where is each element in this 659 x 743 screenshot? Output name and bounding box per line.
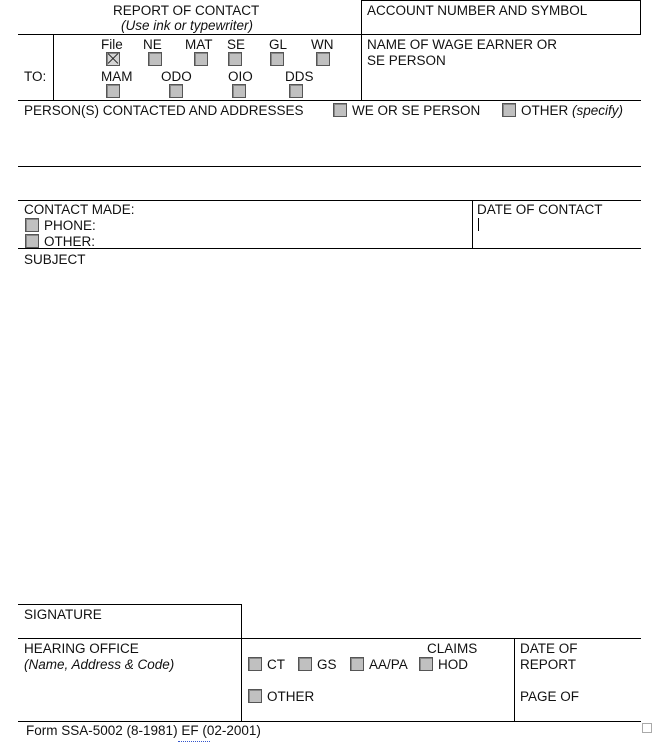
claims-other-label: OTHER: [267, 689, 315, 704]
other-label: OTHER: [521, 103, 569, 118]
rule: [18, 34, 641, 35]
rule: [241, 604, 242, 721]
to-option-label: MAT: [185, 37, 213, 52]
ct-label: CT: [267, 657, 285, 672]
dds-checkbox[interactable]: [289, 84, 303, 98]
paragraph-mark-icon: [642, 723, 652, 733]
rule: [18, 100, 641, 101]
to-option-label: ODO: [161, 69, 192, 84]
specify-hint: (specify): [572, 103, 624, 118]
wage-earner-label-2: SE PERSON: [367, 53, 446, 68]
to-option-label: MAM: [101, 69, 133, 84]
hod-checkbox[interactable]: [419, 657, 433, 671]
persons-contacted-label: PERSON(S) CONTACTED AND ADDRESSES: [24, 103, 304, 118]
wage-earner-label: NAME OF WAGE EARNER OR: [367, 37, 558, 52]
mat-checkbox[interactable]: [194, 52, 208, 66]
text-cursor[interactable]: [478, 218, 479, 231]
to-option-label: DDS: [285, 69, 314, 84]
odo-checkbox[interactable]: [169, 84, 183, 98]
rule: [18, 248, 641, 249]
we-or-se-person-label: WE OR SE PERSON: [352, 103, 481, 118]
form-title: REPORT OF CONTACT: [113, 3, 260, 18]
signature-label: SIGNATURE: [24, 607, 102, 622]
spellcheck-underline: [178, 738, 210, 742]
to-option-label: NE: [143, 37, 162, 52]
rule: [18, 604, 241, 605]
gl-checkbox[interactable]: [270, 52, 284, 66]
aa-pa-checkbox[interactable]: [350, 657, 364, 671]
oio-checkbox[interactable]: [232, 84, 246, 98]
to-label: TO:: [24, 69, 47, 84]
file-checkbox[interactable]: [106, 52, 120, 66]
form-id: Form SSA-5002 (8-1981) EF (02-2001): [26, 723, 261, 738]
contact-made-label: CONTACT MADE:: [24, 202, 135, 217]
we-or-se-person-checkbox[interactable]: [333, 103, 347, 117]
date-of-report-label: DATE OF: [520, 641, 578, 656]
other-specify-label: OTHER (specify): [521, 103, 623, 119]
subject-label: SUBJECT: [24, 252, 86, 267]
rule: [472, 200, 473, 248]
hearing-office-label: HEARING OFFICE: [24, 641, 139, 656]
gs-label: GS: [317, 657, 337, 672]
to-option-label: OIO: [228, 69, 253, 84]
other-contact-checkbox[interactable]: [25, 234, 39, 248]
gs-checkbox[interactable]: [298, 657, 312, 671]
ct-checkbox[interactable]: [248, 657, 262, 671]
wn-checkbox[interactable]: [316, 52, 330, 66]
hod-label: HOD: [438, 657, 468, 672]
other-specify-checkbox[interactable]: [502, 103, 516, 117]
phone-checkbox[interactable]: [25, 218, 39, 232]
rule: [53, 34, 54, 100]
rule: [18, 166, 641, 167]
date-of-report-label-2: REPORT: [520, 657, 577, 672]
rule: [361, 0, 641, 1]
phone-label: PHONE:: [44, 218, 96, 233]
other-contact-label: OTHER:: [44, 234, 96, 249]
rule: [514, 638, 515, 721]
mam-checkbox[interactable]: [106, 84, 120, 98]
date-of-contact-label: DATE OF CONTACT: [477, 202, 603, 217]
rule: [640, 0, 641, 35]
to-option-label: WN: [311, 37, 334, 52]
claims-other-checkbox[interactable]: [248, 689, 262, 703]
ne-checkbox[interactable]: [148, 52, 162, 66]
to-option-label: File: [101, 37, 123, 52]
form-subtitle: (Use ink or typewriter): [121, 18, 254, 33]
rule: [18, 721, 641, 722]
page-of-label: PAGE OF: [520, 689, 580, 704]
se-checkbox[interactable]: [228, 52, 242, 66]
claims-label: CLAIMS: [427, 641, 478, 656]
to-option-label: SE: [227, 37, 246, 52]
aa-pa-label: AA/PA: [369, 657, 408, 672]
rule: [18, 200, 641, 201]
to-option-label: GL: [269, 37, 288, 52]
rule: [18, 638, 641, 639]
hearing-office-hint: (Name, Address & Code): [24, 657, 175, 672]
account-number-label: ACCOUNT NUMBER AND SYMBOL: [367, 3, 588, 18]
rule: [361, 0, 362, 100]
